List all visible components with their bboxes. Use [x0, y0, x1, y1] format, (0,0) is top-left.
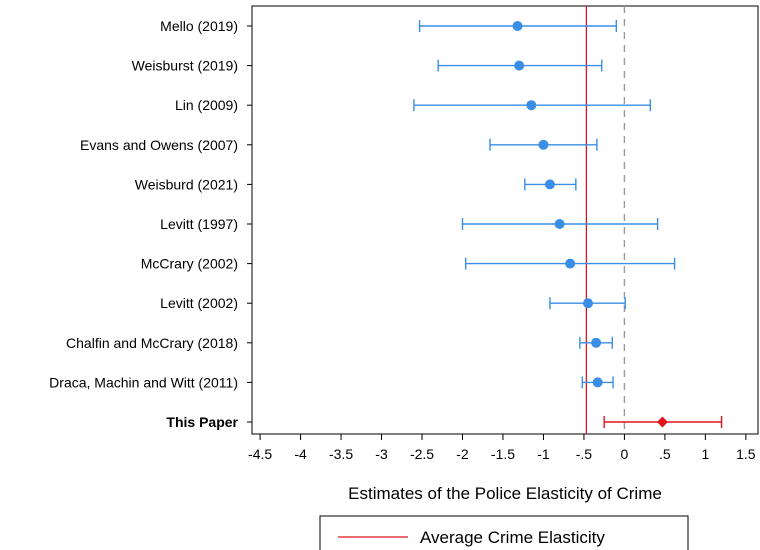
study-row [413, 99, 652, 112]
study-row [461, 218, 659, 230]
point-estimate [538, 139, 549, 150]
study-row [465, 257, 676, 270]
x-tick-label: -3.5 [329, 446, 353, 462]
x-tick-label: -3 [375, 446, 388, 462]
study-row [579, 336, 613, 349]
study-row [437, 59, 603, 72]
point-estimate [544, 179, 555, 190]
point-estimate-diamond [656, 416, 668, 428]
study-label: Mello (2019) [160, 18, 238, 34]
x-tick-label: 0 [621, 446, 629, 462]
study-label: McCrary (2002) [141, 256, 238, 272]
point-estimate [512, 21, 523, 31]
point-estimate [582, 298, 593, 309]
study-label: Lin (2009) [175, 97, 238, 113]
plot-frame [251, 5, 759, 435]
study-label: Chalfin and McCrary (2018) [66, 335, 238, 351]
study-row [489, 138, 598, 151]
legend-box [319, 515, 689, 550]
study-row-this-paper [603, 416, 723, 428]
x-tick-label: -4 [294, 446, 307, 462]
x-tick-label: .5 [659, 446, 671, 462]
study-row [581, 376, 614, 389]
legend: Average Crime Elasticity [319, 515, 689, 550]
study-row [549, 297, 626, 310]
study-label: This Paper [166, 414, 238, 430]
study-label: Levitt (2002) [160, 295, 238, 311]
study-label: Levitt (1997) [160, 216, 238, 232]
x-tick-label: -1 [537, 446, 550, 462]
x-tick-label: -1.5 [491, 446, 515, 462]
legend-entry-average: Average Crime Elasticity [420, 528, 605, 547]
plot-area [251, 5, 759, 435]
study-row [524, 178, 577, 191]
study-label: Evans and Owens (2007) [80, 137, 238, 153]
x-axis: -4.5 -4 -3.5 -3 -2.5 -2 -1.5 -1 -.5 0 .5 1 1.5 [248, 434, 756, 462]
point-estimate [565, 258, 576, 269]
point-estimate [526, 100, 537, 111]
x-tick-label: -2 [456, 446, 469, 462]
x-tick-label: -.5 [576, 446, 593, 462]
study-label: Weisburd (2021) [135, 176, 238, 192]
point-estimate [591, 337, 602, 348]
x-axis-title: Estimates of the Police Elasticity of Cr… [348, 484, 662, 503]
study-labels: Mello (2019) Weisburst (2019) Lin (2009) Ev… [49, 18, 252, 430]
study-row [418, 20, 618, 32]
x-tick-label: -4.5 [248, 446, 272, 462]
x-tick-label: 1.5 [736, 446, 756, 462]
x-tick-label: 1 [701, 446, 709, 462]
point-estimate [554, 219, 565, 229]
x-tick-label: -2.5 [410, 446, 434, 462]
study-label: Weisburst (2019) [132, 58, 238, 74]
point-estimate [592, 377, 603, 388]
study-label: Draca, Machin and Witt (2011) [49, 374, 238, 390]
point-estimate [514, 60, 525, 71]
